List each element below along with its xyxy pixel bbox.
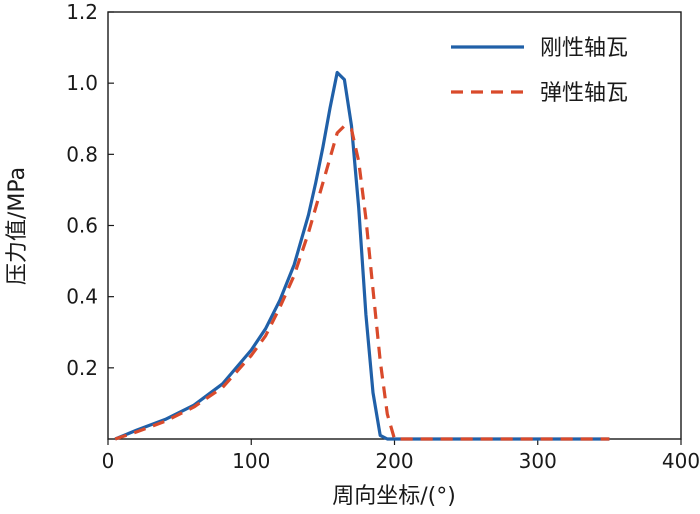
series-line-rigid	[114, 70, 610, 441]
plot-frame	[107, 11, 682, 440]
x-tick-label: 100	[232, 449, 270, 473]
legend-label-rigid: 刚性轴瓦	[540, 36, 628, 61]
y-axis-title: 压力值/MPa	[5, 167, 30, 285]
y-tick-label: 0.4	[66, 285, 98, 309]
y-tick-label: 1.2	[66, 0, 98, 24]
y-tick-label: 0.6	[66, 214, 98, 238]
x-axis-ticks: 0 100 200 300 400	[102, 439, 700, 473]
y-tick-label: 0.8	[66, 142, 98, 166]
series-line-elastic	[114, 124, 610, 441]
series-layer	[114, 70, 610, 441]
legend: 刚性轴瓦 弹性轴瓦	[451, 36, 628, 106]
x-tick-label: 300	[519, 449, 557, 473]
y-axis-ticks: 0.2 0.4 0.6 0.8 1.0 1.2	[66, 0, 114, 380]
x-tick-label: 0	[102, 449, 115, 473]
x-tick-label: 400	[662, 449, 700, 473]
legend-label-elastic: 弹性轴瓦	[540, 81, 628, 106]
y-tick-label: 0.2	[66, 356, 98, 380]
x-axis-title: 周向坐标/(°)	[332, 484, 456, 509]
x-tick-label: 200	[375, 449, 413, 473]
y-tick-label: 1.0	[66, 71, 98, 95]
